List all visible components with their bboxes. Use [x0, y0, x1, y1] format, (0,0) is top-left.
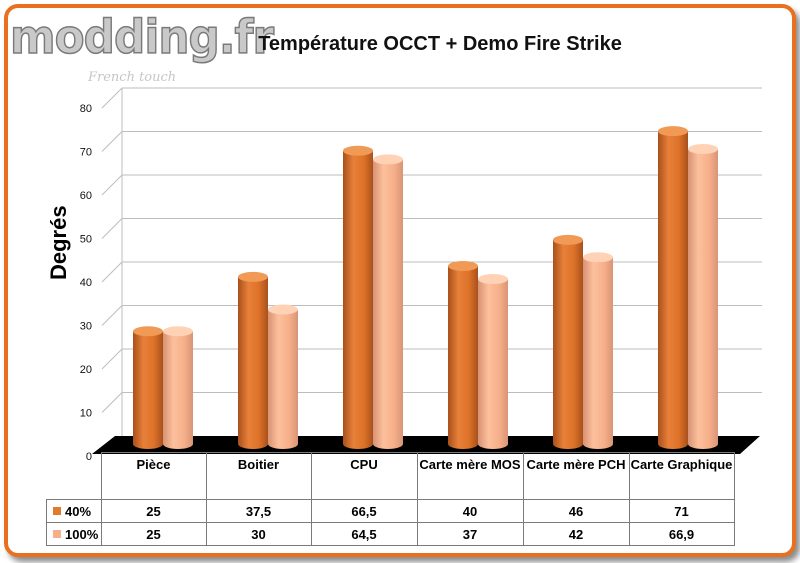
- bar: [238, 271, 268, 449]
- bar-top: [133, 326, 163, 337]
- grid-lines: [101, 87, 762, 436]
- bars: [133, 126, 718, 450]
- y-tick-label: 10: [80, 408, 92, 420]
- bar-body: [583, 257, 613, 449]
- gridline-depth: [101, 261, 123, 283]
- bar-top: [583, 252, 613, 263]
- legend-label: 40%: [65, 503, 92, 519]
- y-tick-label: 0: [86, 451, 92, 463]
- category-label: Carte mère PCH: [522, 452, 630, 500]
- bar-top: [343, 145, 373, 156]
- bar: [343, 145, 373, 449]
- logo-tagline: French touch: [88, 70, 177, 85]
- y-tick-label: 40: [80, 277, 92, 289]
- gridline-depth: [101, 218, 123, 239]
- legend-entry: 100%: [46, 522, 102, 546]
- category-label: Pièce: [100, 452, 207, 500]
- bar-body: [268, 309, 298, 449]
- bar-body: [373, 159, 403, 450]
- legend-entry: 40%: [46, 499, 102, 523]
- bar-top: [373, 154, 403, 165]
- y-tick-label: 60: [80, 190, 92, 202]
- category-label: Carte mère MOS: [416, 452, 524, 500]
- data-label: 37,5: [205, 499, 312, 523]
- bar: [448, 261, 478, 449]
- bar-body: [133, 331, 163, 449]
- bar-body: [238, 276, 268, 449]
- gridline-depth: [101, 392, 123, 413]
- bar: [268, 304, 298, 449]
- data-label: 25: [100, 499, 207, 523]
- data-label: 66,9: [628, 522, 735, 546]
- bar-top: [268, 304, 298, 315]
- bar-top: [163, 326, 193, 337]
- bar: [553, 234, 583, 449]
- legend-label: 100%: [65, 526, 99, 542]
- bar: [133, 326, 163, 449]
- data-label: 71: [628, 499, 735, 523]
- data-label: 42: [522, 522, 630, 546]
- y-tick-label: 20: [80, 364, 92, 376]
- bar: [163, 326, 193, 449]
- bar-body: [658, 131, 688, 449]
- y-tick-label: 70: [80, 147, 92, 159]
- category-label: CPU: [310, 452, 418, 500]
- table-corner: [47, 453, 102, 500]
- bar: [658, 126, 688, 449]
- site-logo: modding.fr: [9, 10, 275, 64]
- chart-title: Température OCCT + Demo Fire Strike: [258, 33, 622, 55]
- bar-top: [238, 271, 268, 282]
- legend-swatch: [53, 507, 61, 516]
- series-row-40: 40% 25 37,5 66,5 40 46 71: [46, 499, 735, 523]
- gridline-depth: [101, 305, 123, 326]
- bar-body: [478, 279, 508, 449]
- legend-swatch: [53, 530, 61, 539]
- bar: [478, 274, 508, 449]
- bar: [688, 143, 718, 450]
- series-row-100: 100% 25 30 64,5 37 42 66,9: [46, 522, 735, 546]
- data-label: 37: [416, 522, 524, 546]
- gridline-depth: [101, 131, 123, 152]
- data-label: 30: [205, 522, 312, 546]
- y-tick-label: 30: [80, 321, 92, 333]
- bar: [583, 252, 613, 449]
- y-axis: 0 10 20 30 40 50 60 70 80: [80, 103, 92, 463]
- category-row: Pièce Boitier CPU Carte mère MOS Carte m…: [47, 452, 735, 500]
- bar-body: [688, 148, 718, 450]
- data-label: 46: [522, 499, 630, 523]
- bar-top: [478, 274, 508, 285]
- y-tick-label: 80: [80, 103, 92, 115]
- bar-top: [553, 234, 583, 245]
- bar-body: [553, 239, 583, 449]
- data-table: Pièce Boitier CPU Carte mère MOS Carte m…: [46, 452, 735, 546]
- category-label: Boitier: [205, 452, 312, 500]
- bar-body: [343, 150, 373, 449]
- bar-top: [688, 143, 718, 154]
- bar-top: [658, 126, 688, 137]
- data-label: 64,5: [310, 522, 418, 546]
- category-label: Carte Graphique: [628, 452, 735, 500]
- y-tick-label: 50: [80, 234, 92, 246]
- bar-body: [163, 331, 193, 449]
- gridline-depth: [101, 348, 123, 370]
- gridline-depth: [101, 174, 123, 196]
- bar-body: [448, 266, 478, 449]
- data-label: 40: [416, 499, 524, 523]
- bar: [373, 154, 403, 450]
- bar-top: [448, 261, 478, 271]
- gridline-depth: [101, 87, 123, 109]
- data-label: 25: [100, 522, 207, 546]
- data-label: 66,5: [310, 499, 418, 523]
